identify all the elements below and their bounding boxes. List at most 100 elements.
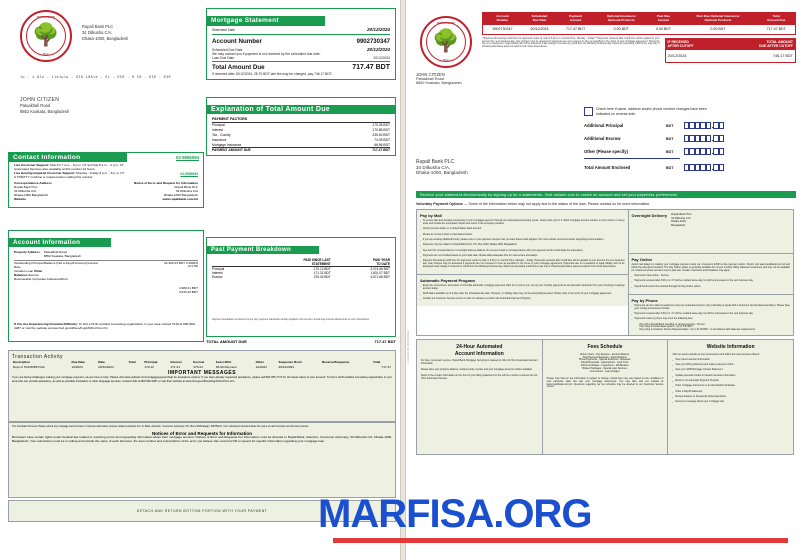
account-information-box: Account Information Property Address Pat… (8, 230, 204, 342)
pay-online-box: Pay Online Avoid mail delays by making y… (628, 254, 793, 296)
past-payment-box: Past Payment Breakdown PAID SINCE LAST P… (206, 237, 396, 337)
transaction-activity-title: Transaction Activity (12, 354, 63, 360)
pay-by-mail-bullet: Please do not send cash or post dated ch… (420, 233, 625, 237)
remittance-field-label: Total Amount Enclosed (584, 165, 631, 171)
coupon-customer-address-1: Patuakhali Road (416, 77, 444, 81)
mortgage-statement-box: Mortgage Statement Statement Date 20/12/… (206, 8, 396, 80)
factor-label: Principal (212, 123, 225, 128)
total-due-value: 717.47 BDT (352, 64, 390, 71)
factor-label: Insurance (212, 137, 227, 142)
col-paid-ytd-l2: TO DATE (376, 262, 390, 266)
payment-factor-row: Interest 170.85 BDT (212, 128, 390, 133)
remit-bank-name: Rupali Bank PLC (416, 159, 455, 165)
hearing-phone[interactable]: 02-9555093 (180, 171, 198, 176)
pay-phone-fee: Pay using the automated system - Up to 5… (639, 325, 693, 329)
voluntary-payment-line: Voluntary Payment Options — Some of the … (416, 202, 794, 206)
left-header: RUPALI BANK 🌳 PLC Rupali Bank PLC 34 Dil… (6, 6, 394, 62)
pay-phone-title: Pay by Phone (631, 298, 658, 304)
amount-entry-boxes[interactable] (684, 135, 725, 143)
amount-entry-boxes[interactable] (684, 148, 725, 156)
coupon-column-header: Past Due Amount (648, 12, 679, 25)
remittance-field-label: Other (Please specify) (584, 149, 628, 155)
automated-title-l2: Account Information (454, 350, 504, 357)
fees-schedule-title: Fees Schedule (587, 344, 623, 351)
contact-website[interactable]: www.rupalibank.com.bd (162, 196, 198, 201)
pp-ytd: 4,571.66 BDT (370, 275, 390, 279)
auto-pay-bullet: Draft Dates available up to 9 days after… (420, 292, 625, 296)
address-change-checkbox[interactable] (584, 107, 593, 116)
txn-column-header: Fees/ RCA (215, 360, 232, 365)
payment-amount-due-row: PAYMENT AMOUNT DUE 717.47 BDT (212, 146, 390, 153)
remittance-field-row: Additional Escrow BDT (584, 135, 794, 143)
watermark: MARFISA.ORG (318, 492, 592, 536)
voluntary-title: Voluntary Payment Options (416, 202, 463, 207)
automated-note: Automated Services also available at thi… (14, 166, 96, 171)
payment-factors-table: Principal 170.28 BDT Interest 170.85 BDT Tax… (212, 123, 390, 153)
txn-description: Dept of HUD/RBP Disb (13, 365, 45, 370)
rupali-bank-logo-icon: RUPALI BANK 🌳 PLC (20, 10, 72, 62)
contact-phone[interactable]: 02-9555094 (176, 155, 199, 160)
auto-pay-bullet: Enjoy the convenience and peace of mind … (420, 284, 625, 291)
payment-factor-row: Principal 170.28 BDT (212, 123, 390, 128)
customer-block: JOHN CITIZEN Patuakhali Road 8852 Kuakat… (20, 97, 394, 115)
corr-address-line: Dhaka-1000 Bangladesh (14, 192, 49, 197)
txn-fees-rca: 66.96-Payment (215, 365, 237, 370)
txn-date: 20/12/2024 (98, 365, 114, 370)
pp-ytd: 3,374.66 BDT (370, 267, 390, 271)
website-info-intro: Visit our secure website at your conveni… (672, 352, 760, 356)
txn-column-header: Principal (144, 360, 158, 365)
fees-schedule-item: Return Items - Tax Services - Escrow Wai… (580, 352, 630, 356)
pp-since: 171.31 BDT (313, 271, 331, 275)
live-support-text: Mon-Fri 7 a.m. - 8 p.m. CT and Sat 8 a.m… (50, 163, 124, 167)
amount-entry-boxes[interactable] (684, 164, 725, 172)
automatic-payment-box: Automatic Payment Program Enjoy the conv… (417, 274, 628, 307)
txn-suspense: 20/12/2024 (278, 365, 294, 370)
fees-schedule-item: Stop Payment Requests - Subordinations. (582, 355, 628, 359)
total-amount-due-footer: TOTAL AMOUNT DUE 717.47 BDT (206, 339, 396, 344)
notices-box: The Complaint Process: Please submit any… (8, 422, 396, 498)
coupon-column-header: Scheduled Due Date (521, 12, 558, 25)
remittance-section: Rupali Bank PLC 34 Dilkusha C/A, Dhaka-1… (410, 85, 800, 177)
pay-online-intro: Avoid mail delays by making your mortgag… (631, 263, 790, 273)
statement-date-label: Statement Date (212, 28, 235, 32)
automated-title-l1: 24-Hour Automated (456, 344, 503, 351)
pay-by-mail-bullet: If you are sending additional funds, ple… (420, 238, 625, 242)
pay-phone-fee: Pay with a Rupali Bank checking or savin… (639, 322, 705, 326)
pp-label: Principal (212, 267, 225, 271)
txn-due-date: 12/2024 (71, 365, 83, 370)
voluntary-text: — Some of the information below may not … (463, 202, 651, 207)
account-number-value: 9902730347 (356, 38, 390, 45)
txn-column-header: Interest (170, 360, 182, 365)
right-page: 3 LEARN-08 MORTGAGE RUPALI BANK 🌳 PLC JO… (406, 0, 804, 560)
txn-column-header: Description (13, 360, 31, 365)
automated-24h-column: 24-Hour Automated Account Information Fo… (417, 340, 542, 454)
txn-column-header: Total (373, 360, 381, 365)
pay-phone-bullet: Payments made by phone may incur the fol… (632, 317, 790, 321)
fees-schedule-column: Fees Schedule Return Items - Tax Service… (541, 340, 668, 455)
fees-schedule-item: Phone Payments - Special Deliveries - Re… (578, 358, 632, 362)
txn-column-header: Date (98, 360, 105, 365)
coupon-column-header: Payment Amount (557, 12, 595, 25)
pay-by-mail-bullet: To ensure fast and accurate processing o… (420, 220, 625, 226)
contact-information-box: Contact Information 02-9555094 Live Cust… (8, 152, 204, 208)
explanation-title: Explanation of Total Amount Due (207, 105, 395, 114)
pay-online-bullet: Payoff funds cannot be remitted through … (632, 285, 790, 289)
pay-by-mail-box: Pay by Mail To ensure fast and accurate … (417, 210, 628, 275)
remittance-field-row: Additional Principal BDT (584, 122, 794, 130)
contact-note: We may contact you if payment is not rec… (212, 51, 321, 56)
factor-label: Mortgage Insurance (212, 142, 242, 147)
pay-online-title: Pay Online (631, 257, 653, 263)
factor-value: 66.96 BDT (374, 142, 390, 147)
past-payment-title: Past Payment Breakdown (207, 246, 319, 254)
coupon-summary-table: Account Number Scheduled Due Date Payment Amo… (482, 12, 796, 35)
payment-options-grid: Pay by Mail To ensure fast and accurate … (416, 209, 794, 337)
website-info-item: Send us a message about your mortgage lo… (672, 400, 789, 404)
website-info-item: Update personal contact or hazard insura… (672, 374, 789, 378)
col-paid-since-l1: PAID SINCE LAST (303, 258, 331, 262)
bottom-info-columns: 24-Hour Automated Account Information Fo… (416, 339, 794, 456)
total-amount-due-value: 717.47 BDT (374, 339, 396, 344)
amount-entry-boxes[interactable] (684, 122, 725, 130)
payment-amount-due-value: 717.47 BDT (333, 146, 390, 153)
late-date-value: 20/12/2024 (667, 53, 687, 58)
